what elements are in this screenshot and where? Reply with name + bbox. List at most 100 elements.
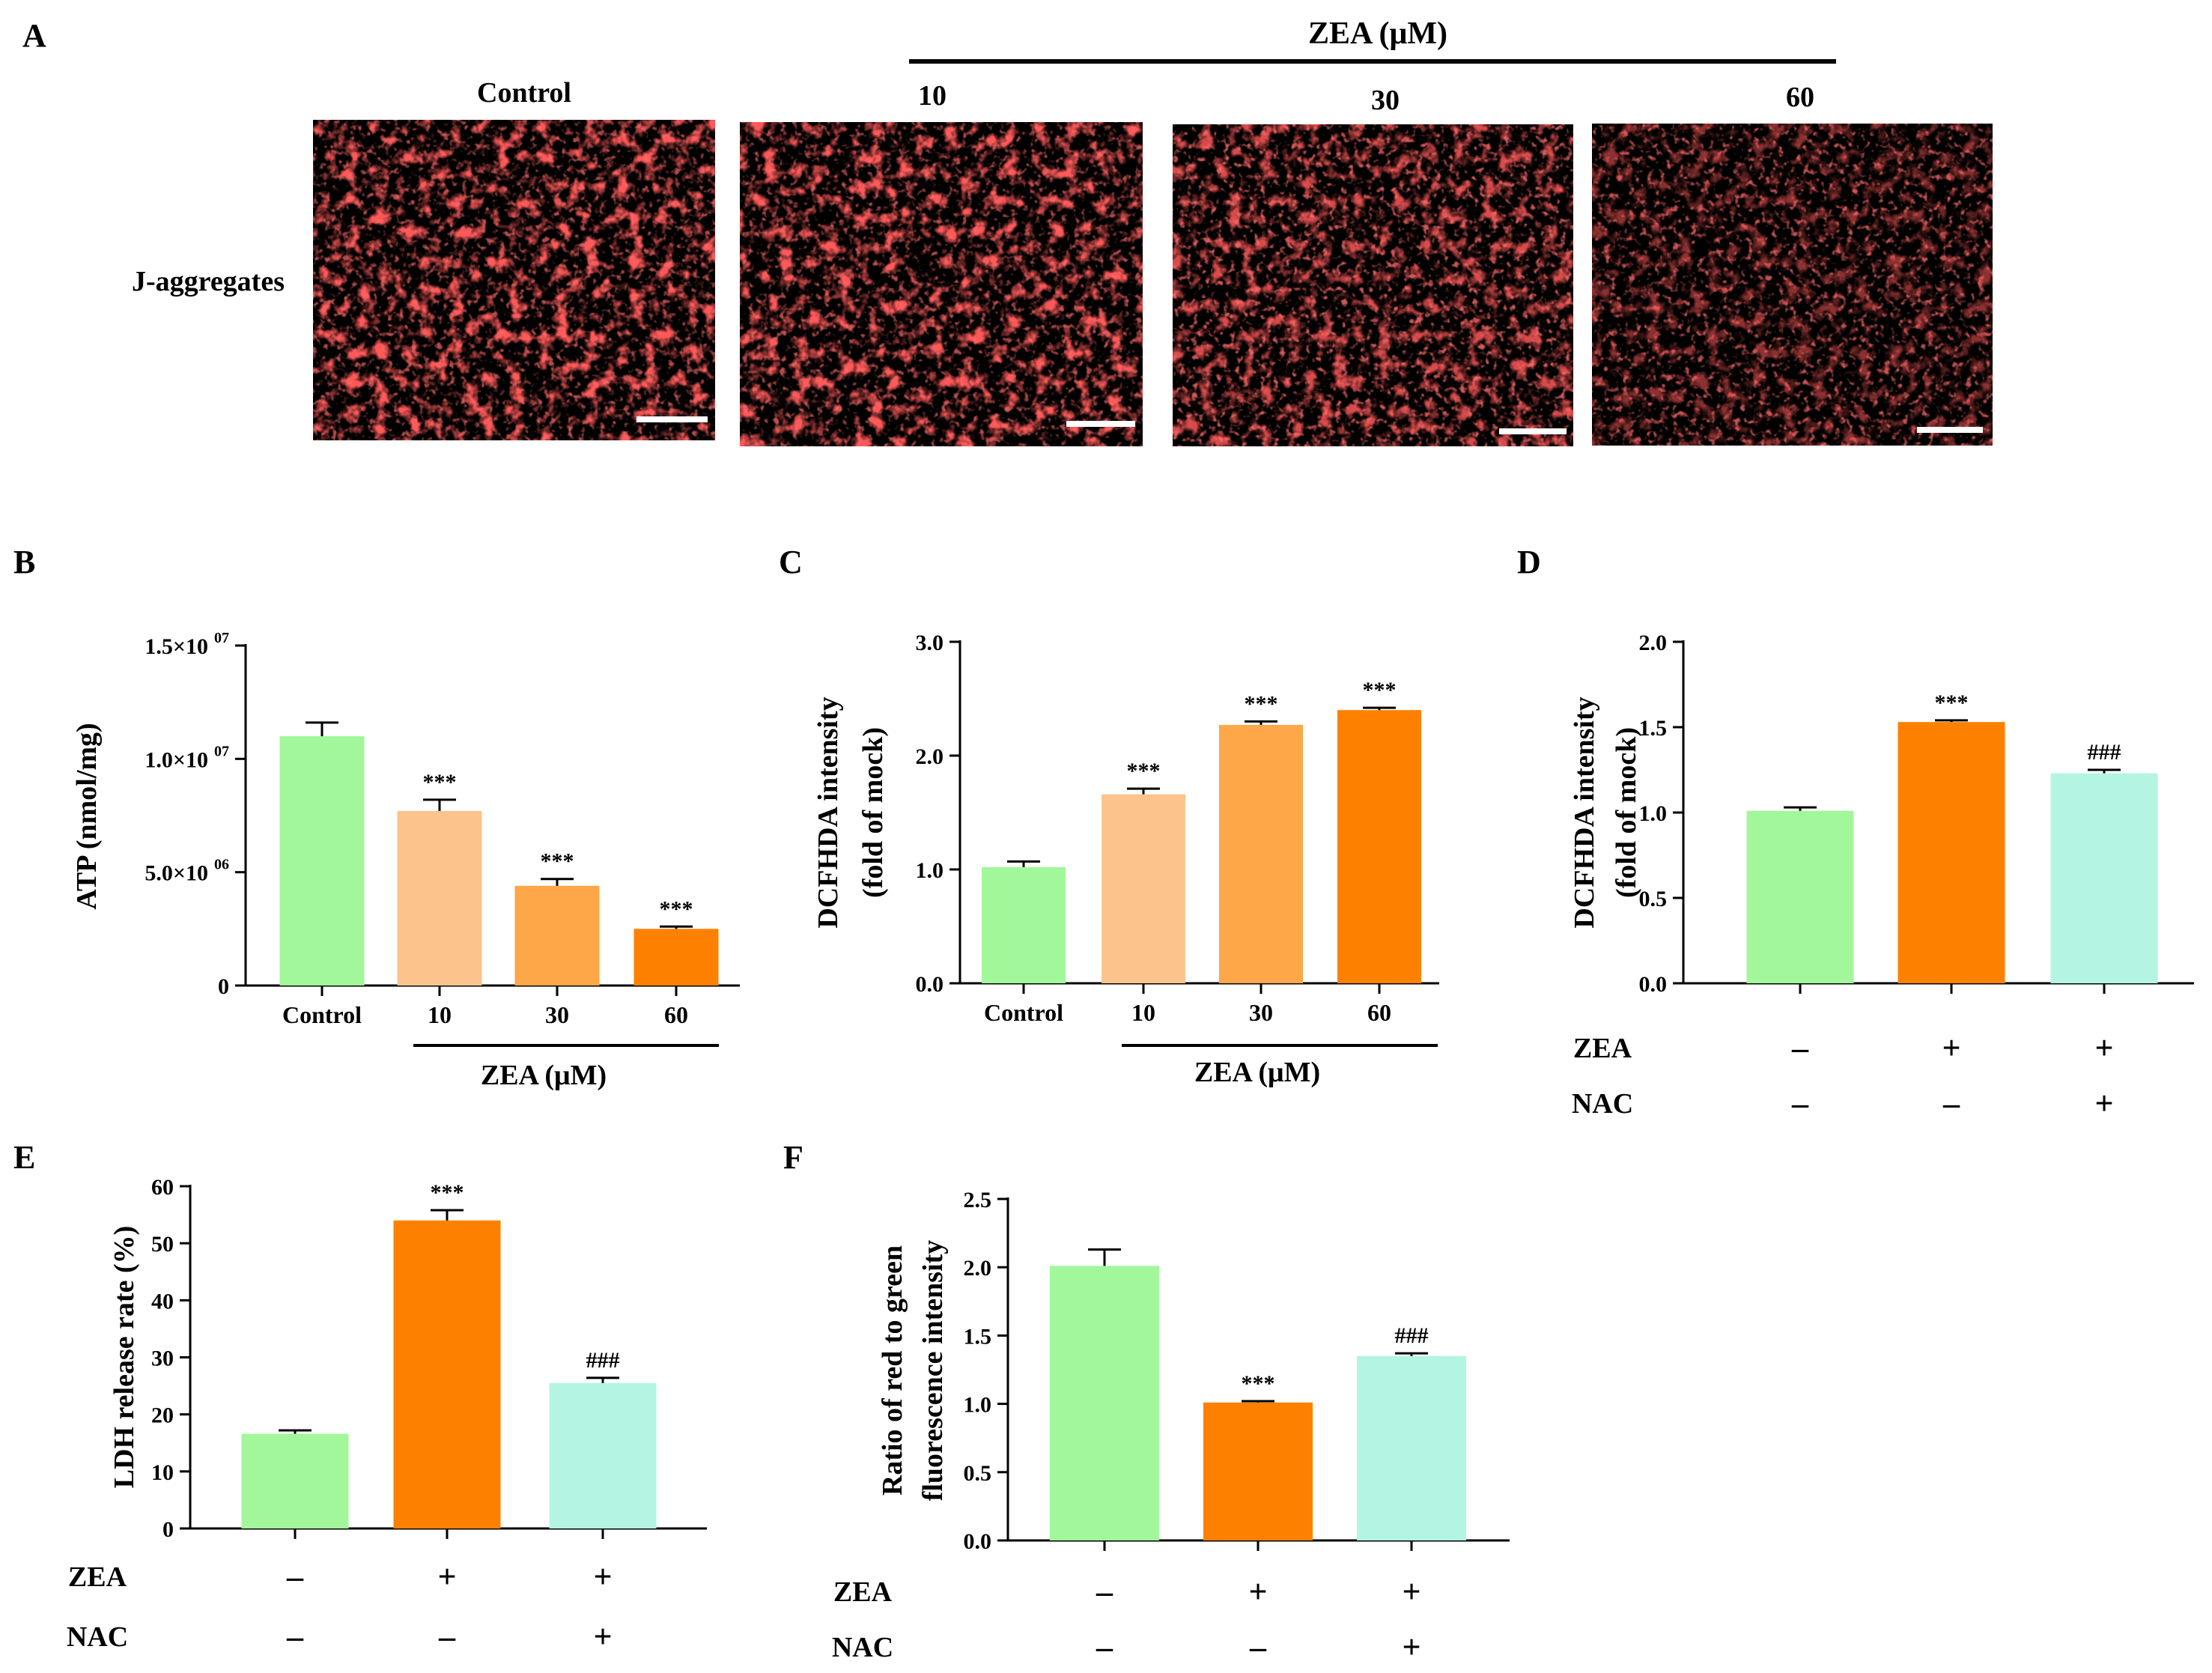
treatment-mark: – [286, 1558, 304, 1595]
treatment-mark: – [1791, 1030, 1809, 1066]
micrograph-30 [1173, 124, 1573, 446]
panel-label-f: F [783, 1139, 803, 1176]
panel-label-a: A [22, 17, 46, 54]
y-tick-label: 20 [151, 1403, 174, 1428]
y-tick-label: 0.5 [964, 1461, 992, 1486]
y-axis-label-line2: (fold of mock) [857, 727, 889, 898]
y-axis-label: ATP (nmol/mg) [71, 723, 103, 909]
bar [241, 1433, 349, 1528]
y-tick-exponent: 07 [214, 743, 229, 759]
y-tick-label: 2.0 [964, 1256, 992, 1281]
treatment-mark: + [1248, 1573, 1267, 1610]
significance-label: ### [586, 1348, 620, 1373]
y-tick-label: 60 [151, 1175, 174, 1200]
bar [514, 885, 600, 986]
significance-label: *** [1245, 691, 1278, 716]
y-tick-label: 1.0 [1639, 801, 1668, 826]
x-tick-label: 60 [1367, 999, 1391, 1026]
bar [393, 1220, 501, 1528]
treatment-mark: – [1942, 1085, 1960, 1122]
x-tick-label: Control [984, 999, 1063, 1026]
treatment-mark: + [1402, 1573, 1421, 1610]
treatment-mark: + [593, 1618, 612, 1655]
treatment-mark: – [1791, 1085, 1809, 1122]
y-tick-label: 2.0 [916, 744, 944, 769]
bar [2050, 773, 2158, 983]
significance-label: *** [1127, 759, 1161, 783]
group-label: ZEA (μM) [1194, 1057, 1320, 1088]
treatment-mark: – [1096, 1573, 1113, 1610]
chart-f-red-green-ratio: 0.0 0.5 1.0 1.5 2.0 2.5 Ratio of red to green f… [832, 1188, 1510, 1666]
y-axis-label: DCFHDA intensity [812, 696, 844, 928]
y-axis-label-line2: (fold of mock) [1611, 727, 1642, 898]
treatment-label: NAC [832, 1632, 893, 1663]
significance-label: ### [2088, 740, 2121, 765]
panel-label-b: B [13, 544, 35, 580]
bar [1102, 794, 1185, 983]
bar [1203, 1402, 1313, 1540]
bar [1219, 724, 1303, 983]
treatment-mark: + [1942, 1030, 1960, 1066]
treatment-mark: + [2094, 1030, 2113, 1066]
significance-label: *** [1935, 690, 1969, 715]
treatment-label: NAC [1572, 1088, 1633, 1120]
y-tick-label: 3.0 [916, 631, 944, 655]
y-axis-label: Ratio of red to green [877, 1245, 908, 1496]
treatment-mark: + [593, 1558, 612, 1595]
x-tick-label: 10 [428, 1001, 452, 1028]
y-tick-label: 1.0×10 [145, 747, 208, 772]
image-label-10: 10 [918, 80, 947, 112]
significance-label: *** [1242, 1371, 1275, 1396]
x-tick-label: 30 [1249, 999, 1273, 1026]
panel-a: ZEA (μM) J-aggregates Control 10 30 60 [132, 16, 1993, 446]
x-tick-label: 60 [664, 1001, 688, 1028]
y-tick-label: 0.0 [1639, 972, 1668, 997]
y-tick-label: 2.0 [1639, 631, 1668, 655]
panel-label-d: D [1517, 544, 1541, 580]
panel-label-e: E [13, 1139, 35, 1176]
panel-label-c: C [779, 544, 803, 580]
y-tick-label: 40 [151, 1289, 174, 1314]
y-axis-label-line2: fluorescence intensity [917, 1240, 949, 1502]
chart-e-ldh: 0 10 20 30 40 50 60 LDH release rate (%) *** ### Z… [67, 1175, 707, 1655]
x-tick-label: Control [282, 1001, 362, 1028]
micrograph-10 [740, 122, 1143, 446]
bar [1897, 722, 2005, 983]
significance-label: *** [431, 1180, 464, 1205]
y-tick-label: 5.0×10 [145, 861, 208, 886]
y-tick-label: 50 [151, 1232, 174, 1257]
significance-label: *** [1363, 678, 1397, 702]
scale-bar [1066, 421, 1135, 427]
bar [549, 1382, 657, 1528]
bar [1337, 710, 1421, 983]
significance-label: *** [660, 896, 693, 921]
y-axis-label: DCFHDA intensity [1569, 696, 1600, 928]
image-label-control: Control [477, 77, 571, 109]
scale-bar [636, 416, 708, 422]
bar [1746, 810, 1854, 983]
treatment-mark: + [437, 1558, 456, 1595]
treatment-label: NAC [67, 1621, 128, 1653]
bar [633, 929, 719, 986]
zea-group-title: ZEA (μM) [1308, 16, 1447, 51]
y-tick-label: 1.5 [1639, 716, 1668, 741]
group-label: ZEA (μM) [481, 1060, 607, 1091]
image-label-30: 30 [1371, 85, 1400, 116]
bar [397, 810, 482, 986]
y-tick-label: 1.0 [964, 1393, 992, 1418]
row-label-j-aggregates: J-aggregates [132, 266, 285, 297]
significance-label: *** [541, 849, 574, 874]
chart-b-atp: 0 5.0×10 06 1.0×10 07 1.5×10 07 ATP (nmol/mg) Co… [71, 630, 740, 1091]
scale-bar [1917, 427, 1983, 433]
y-tick-label: 1.5×10 [145, 634, 208, 659]
y-tick-label: 10 [151, 1460, 174, 1485]
bar [1050, 1266, 1159, 1540]
bar [1357, 1355, 1466, 1540]
treatment-label: ZEA [833, 1576, 893, 1608]
treatment-mark: – [438, 1618, 456, 1655]
y-tick-label: 0.0 [964, 1529, 992, 1554]
micrograph-60 [1592, 124, 1993, 446]
treatment-mark: – [286, 1618, 304, 1655]
chart-c-dcfhda: 0.0 1.0 2.0 3.0 DCFHDA intensity (fold of moc… [812, 631, 1439, 1088]
